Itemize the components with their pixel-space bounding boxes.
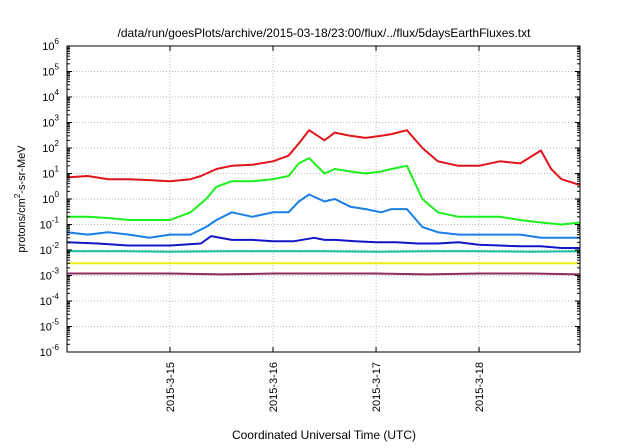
y-axis-label-prefix: protons/cm <box>16 198 28 252</box>
x-axis-label: Coordinated Universal Time (UTC) <box>232 428 416 442</box>
x-tick-label: 2015-3-16 <box>268 362 280 412</box>
series-line-4 <box>66 235 580 249</box>
series-line-2 <box>67 157 581 226</box>
y-tick-label: 100 <box>42 190 59 206</box>
y-tick-label: 104 <box>42 88 59 104</box>
y-tick-label: 101 <box>42 165 59 181</box>
axis-ticks: 10-6 10-5 10-4 10-3 10-2 10-1 100 101 102 103 104 1… <box>40 37 580 412</box>
y-tick-label: 10-2 <box>40 241 60 257</box>
series-group <box>66 129 581 276</box>
y-axis-label-sup: 2 <box>13 193 22 198</box>
x-tick-label: 2015-3-15 <box>165 362 177 412</box>
plot-frame <box>66 45 581 353</box>
y-tick-label: 103 <box>42 114 59 130</box>
x-tick-label: 2015-3-17 <box>371 362 383 412</box>
series-line-7 <box>67 272 581 276</box>
y-tick-label: 10-4 <box>40 292 60 308</box>
y-tick-label: 10-6 <box>40 343 60 359</box>
y-tick-label: 106 <box>42 37 59 53</box>
series-line-1 <box>66 129 581 187</box>
y-tick-label: 10-5 <box>40 318 60 334</box>
y-axis-label-suffix: -s-sr-MeV <box>16 145 28 194</box>
y-tick-label: 102 <box>42 139 59 155</box>
grid <box>67 46 580 352</box>
y-tick-label: 10-3 <box>40 267 60 283</box>
x-tick-label: 2015-3-18 <box>474 362 486 412</box>
y-tick-label: 105 <box>42 63 59 79</box>
series-line-3 <box>66 193 580 239</box>
y-tick-label: 10-1 <box>40 216 60 232</box>
series-line-5 <box>67 250 581 253</box>
y-axis-label: protons/cm2-s-sr-MeV <box>13 145 28 253</box>
chart-title: /data/run/goesPlots/archive/2015-03-18/2… <box>118 26 532 40</box>
